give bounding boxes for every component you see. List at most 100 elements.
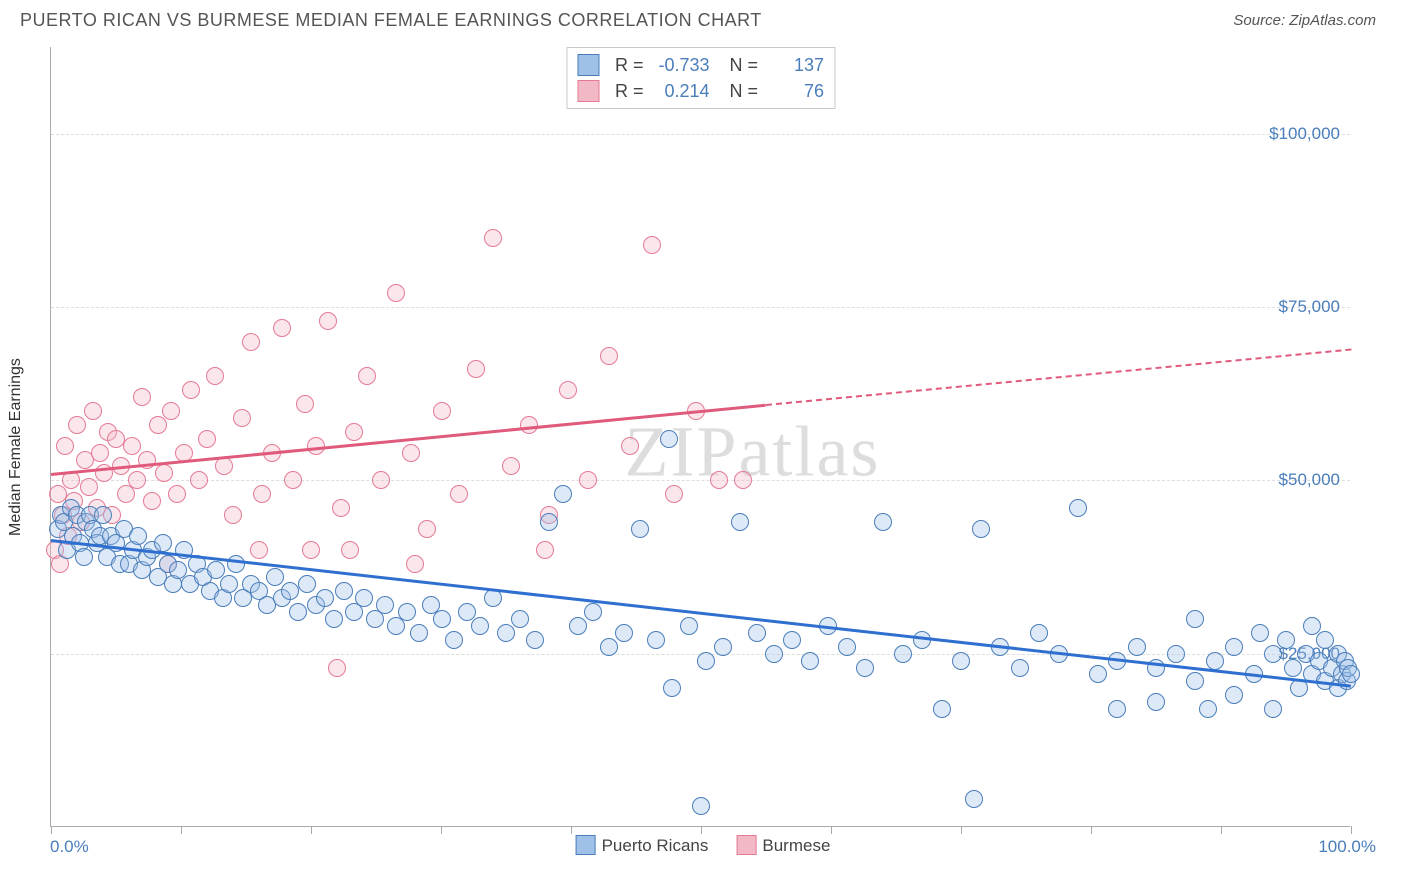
point-burmese (319, 312, 337, 330)
point-puerto-ricans (1167, 645, 1185, 663)
point-burmese (302, 541, 320, 559)
point-puerto-ricans (731, 513, 749, 531)
point-puerto-ricans (129, 527, 147, 545)
y-tick-label: $100,000 (1269, 124, 1340, 144)
point-puerto-ricans (540, 513, 558, 531)
point-burmese (502, 457, 520, 475)
x-axis-label-left: 0.0% (50, 837, 89, 857)
point-burmese (621, 437, 639, 455)
point-puerto-ricans (1011, 659, 1029, 677)
point-puerto-ricans (1030, 624, 1048, 642)
point-puerto-ricans (526, 631, 544, 649)
point-burmese (579, 471, 597, 489)
point-puerto-ricans (75, 548, 93, 566)
y-tick-label: $75,000 (1279, 297, 1340, 317)
point-puerto-ricans (647, 631, 665, 649)
point-burmese (450, 485, 468, 503)
point-puerto-ricans (1342, 665, 1360, 683)
point-puerto-ricans (660, 430, 678, 448)
point-puerto-ricans (1264, 645, 1282, 663)
point-puerto-ricans (376, 596, 394, 614)
point-puerto-ricans (663, 679, 681, 697)
point-puerto-ricans (714, 638, 732, 656)
point-burmese (643, 236, 661, 254)
x-tick (701, 826, 702, 834)
point-burmese (273, 319, 291, 337)
point-puerto-ricans (856, 659, 874, 677)
point-puerto-ricans (748, 624, 766, 642)
point-puerto-ricans (154, 534, 172, 552)
point-burmese (559, 381, 577, 399)
point-burmese (149, 416, 167, 434)
point-burmese (345, 423, 363, 441)
y-axis-label: Median Female Earnings (7, 358, 25, 536)
point-puerto-ricans (615, 624, 633, 642)
point-burmese (253, 485, 271, 503)
x-tick (1091, 826, 1092, 834)
point-puerto-ricans (266, 568, 284, 586)
point-puerto-ricans (1225, 638, 1243, 656)
point-burmese (80, 478, 98, 496)
point-puerto-ricans (410, 624, 428, 642)
point-puerto-ricans (497, 624, 515, 642)
point-puerto-ricans (1277, 631, 1295, 649)
correlation-legend: R = -0.733 N = 137 R = 0.214 N = 76 (566, 47, 835, 109)
legend-row-burmese: R = 0.214 N = 76 (577, 78, 824, 104)
point-burmese (233, 409, 251, 427)
point-puerto-ricans (965, 790, 983, 808)
point-puerto-ricans (398, 603, 416, 621)
point-burmese (56, 437, 74, 455)
gridline (51, 307, 1350, 308)
point-burmese (128, 471, 146, 489)
point-burmese (68, 416, 86, 434)
point-puerto-ricans (316, 589, 334, 607)
point-puerto-ricans (1264, 700, 1282, 718)
point-burmese (215, 457, 233, 475)
x-tick (1351, 826, 1352, 834)
point-puerto-ricans (281, 582, 299, 600)
point-burmese (433, 402, 451, 420)
point-puerto-ricans (433, 610, 451, 628)
x-axis-label-right: 100.0% (1318, 837, 1376, 857)
point-burmese (484, 229, 502, 247)
x-tick (571, 826, 572, 834)
point-puerto-ricans (838, 638, 856, 656)
point-burmese (162, 402, 180, 420)
point-puerto-ricans (631, 520, 649, 538)
point-puerto-ricans (227, 555, 245, 573)
x-tick (181, 826, 182, 834)
point-puerto-ricans (874, 513, 892, 531)
trendline-burmese-dash (766, 349, 1351, 406)
swatch-burmese (577, 80, 599, 102)
point-burmese (536, 541, 554, 559)
x-tick (311, 826, 312, 834)
point-puerto-ricans (445, 631, 463, 649)
point-burmese (190, 471, 208, 489)
point-puerto-ricans (801, 652, 819, 670)
point-puerto-ricans (933, 700, 951, 718)
point-puerto-ricans (1206, 652, 1224, 670)
point-burmese (341, 541, 359, 559)
point-puerto-ricans (972, 520, 990, 538)
point-puerto-ricans (554, 485, 572, 503)
point-puerto-ricans (783, 631, 801, 649)
point-puerto-ricans (1069, 499, 1087, 517)
gridline (51, 134, 1350, 135)
point-burmese (155, 464, 173, 482)
x-tick (441, 826, 442, 834)
y-tick-label: $50,000 (1279, 470, 1340, 490)
point-burmese (418, 520, 436, 538)
x-tick (51, 826, 52, 834)
point-burmese (284, 471, 302, 489)
point-puerto-ricans (325, 610, 343, 628)
point-burmese (665, 485, 683, 503)
point-puerto-ricans (1251, 624, 1269, 642)
swatch-puerto-ricans (577, 54, 599, 76)
point-burmese (250, 541, 268, 559)
x-tick (831, 826, 832, 834)
point-burmese (387, 284, 405, 302)
point-puerto-ricans (94, 506, 112, 524)
point-puerto-ricans (335, 582, 353, 600)
point-burmese (168, 485, 186, 503)
point-burmese (206, 367, 224, 385)
